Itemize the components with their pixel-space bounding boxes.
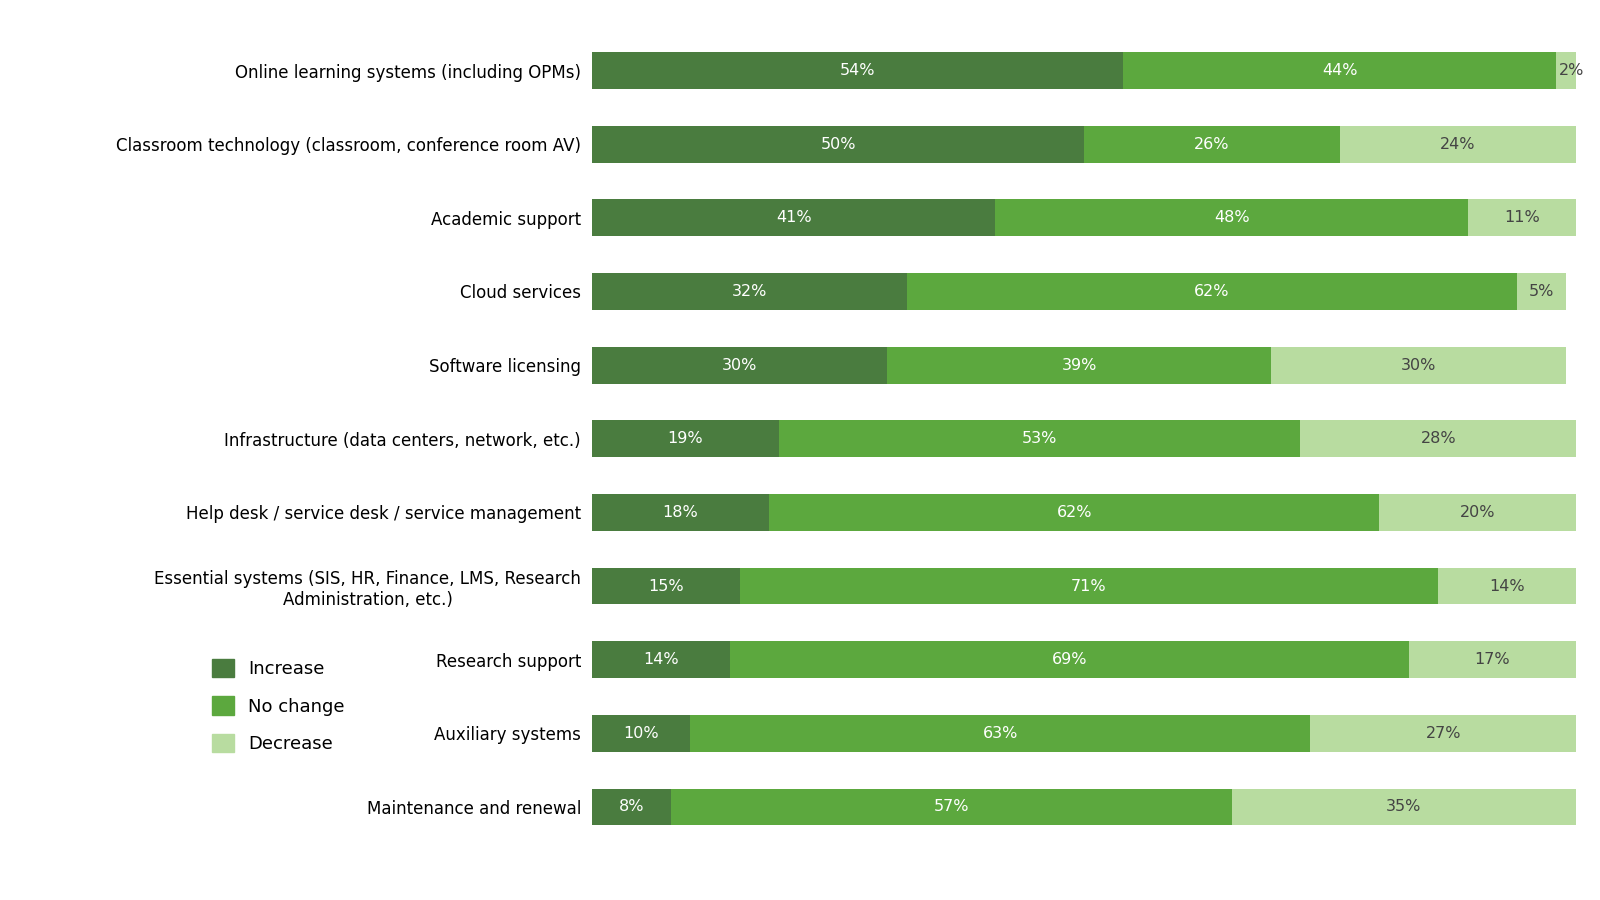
Bar	[592, 494, 770, 531]
Text: 39%: 39%	[1061, 357, 1096, 373]
Bar	[592, 126, 1085, 163]
Bar	[1085, 126, 1339, 163]
Text: 8%: 8%	[619, 799, 645, 815]
Text: 44%: 44%	[1322, 63, 1357, 78]
Bar	[592, 642, 730, 678]
Bar	[592, 568, 739, 605]
Text: 63%: 63%	[982, 725, 1018, 741]
Legend: Increase, No change, Decrease: Increase, No change, Decrease	[213, 659, 346, 753]
Text: 35%: 35%	[1386, 799, 1421, 815]
Bar	[592, 788, 670, 825]
Bar	[1270, 346, 1566, 383]
Bar	[592, 715, 691, 752]
Bar	[592, 52, 1123, 89]
Text: 20%: 20%	[1459, 505, 1496, 520]
Bar	[1408, 642, 1576, 678]
Bar	[730, 642, 1408, 678]
Text: 10%: 10%	[624, 725, 659, 741]
Text: 14%: 14%	[1490, 579, 1525, 593]
Bar	[907, 273, 1517, 310]
Bar	[592, 420, 779, 457]
Text: 57%: 57%	[933, 799, 970, 815]
Text: 5%: 5%	[1530, 284, 1554, 299]
Bar	[779, 420, 1301, 457]
Text: 18%: 18%	[662, 505, 699, 520]
Bar	[1339, 126, 1576, 163]
Text: 54%: 54%	[840, 63, 875, 78]
Bar	[592, 273, 907, 310]
Text: 24%: 24%	[1440, 137, 1475, 152]
Bar	[1517, 273, 1566, 310]
Text: 11%: 11%	[1504, 211, 1539, 225]
Bar	[1123, 52, 1557, 89]
Text: 2%: 2%	[1560, 63, 1584, 78]
Bar	[691, 715, 1310, 752]
Text: 62%: 62%	[1056, 505, 1091, 520]
Text: 32%: 32%	[731, 284, 766, 299]
Text: 69%: 69%	[1051, 652, 1086, 667]
Bar	[1310, 715, 1576, 752]
Text: 15%: 15%	[648, 579, 683, 593]
Text: 50%: 50%	[821, 137, 856, 152]
Bar	[1232, 788, 1576, 825]
Bar	[770, 494, 1379, 531]
Bar	[995, 200, 1467, 237]
Text: 19%: 19%	[667, 431, 704, 446]
Bar	[1557, 52, 1576, 89]
Text: 71%: 71%	[1070, 579, 1107, 593]
Bar	[1379, 494, 1576, 531]
Text: 53%: 53%	[1022, 431, 1058, 446]
Text: 17%: 17%	[1475, 652, 1510, 667]
Text: 14%: 14%	[643, 652, 678, 667]
Text: 28%: 28%	[1421, 431, 1456, 446]
Text: 30%: 30%	[1402, 357, 1437, 373]
Bar	[670, 788, 1232, 825]
Bar	[1467, 200, 1576, 237]
Bar	[1301, 420, 1576, 457]
Text: 62%: 62%	[1194, 284, 1230, 299]
Bar	[1438, 568, 1576, 605]
Text: 27%: 27%	[1426, 725, 1461, 741]
Bar	[739, 568, 1438, 605]
Text: 26%: 26%	[1194, 137, 1230, 152]
Bar	[592, 200, 995, 237]
Text: 48%: 48%	[1214, 211, 1250, 225]
Text: 30%: 30%	[722, 357, 757, 373]
Text: 41%: 41%	[776, 211, 811, 225]
Bar	[592, 346, 886, 383]
Bar	[886, 346, 1270, 383]
